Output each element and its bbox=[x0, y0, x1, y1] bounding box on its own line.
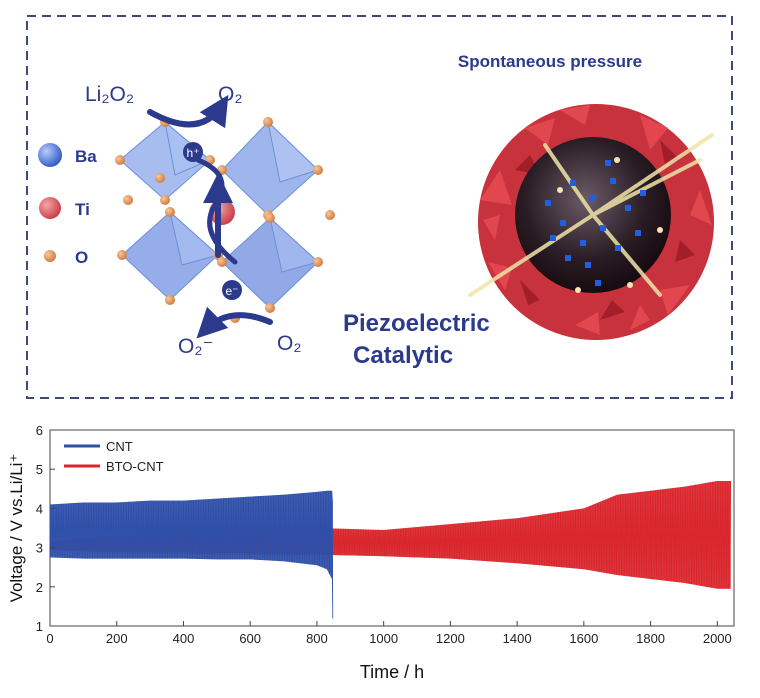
ti-atom-icon bbox=[39, 197, 61, 219]
caption-line-2: Catalytic bbox=[353, 342, 453, 369]
ti-label: Ti bbox=[75, 200, 90, 219]
legend-label-bto-cnt: BTO-CNT bbox=[106, 459, 164, 474]
charge-flow bbox=[147, 94, 273, 339]
reactant-label: Li₂O₂ bbox=[85, 83, 134, 106]
electron-marker bbox=[222, 280, 242, 300]
x-tick-label: 1800 bbox=[636, 631, 665, 646]
y-tick-label: 5 bbox=[36, 462, 43, 477]
y-tick-label: 4 bbox=[36, 501, 43, 516]
x-tick-label: 1200 bbox=[436, 631, 465, 646]
x-tick-label: 1600 bbox=[569, 631, 598, 646]
series-cnt bbox=[49, 490, 334, 626]
series-layer bbox=[49, 480, 732, 626]
mechanism-schematic: Ba Ti O h⁺ e⁻ Li₂O₂ bbox=[26, 15, 733, 399]
y-tick-label: 1 bbox=[36, 619, 43, 634]
y-tick-label: 2 bbox=[36, 580, 43, 595]
ba-label: Ba bbox=[75, 147, 97, 166]
hole-label: h⁺ bbox=[186, 146, 199, 160]
chart-legend: CNT BTO-CNT bbox=[64, 439, 164, 474]
voltage-time-chart: 0 200 400 600 800 1000 1200 1400 1600 1800 2000 1 2 3… bbox=[7, 423, 735, 682]
spontaneous-pressure-title: Spontaneous pressure bbox=[458, 52, 642, 71]
electron-label: e⁻ bbox=[225, 284, 238, 298]
y-tick-label: 3 bbox=[36, 541, 43, 556]
x-axis-title: Time / h bbox=[360, 662, 424, 682]
x-tick-label: 1000 bbox=[369, 631, 398, 646]
y-tick-label: 6 bbox=[36, 423, 43, 438]
o-label: O bbox=[75, 248, 88, 267]
x-tick-label: 800 bbox=[306, 631, 328, 646]
series-trace bbox=[49, 490, 334, 619]
tick-layer: 0 200 400 600 800 1000 1200 1400 1600 1800 2000 1 2 3… bbox=[36, 423, 732, 646]
x-tick-label: 600 bbox=[239, 631, 261, 646]
product-bottom-label: O₂⁻ bbox=[178, 335, 214, 358]
y-axis-title: Voltage / V vs.Li/Li⁺ bbox=[7, 454, 26, 603]
perovskite-lattice bbox=[115, 117, 335, 323]
x-tick-label: 2000 bbox=[703, 631, 732, 646]
atom-legend: Ba Ti O bbox=[38, 143, 97, 267]
ba-atom-icon bbox=[38, 143, 62, 167]
caption-line-1: Piezoelectric bbox=[343, 310, 490, 337]
legend-label-cnt: CNT bbox=[106, 439, 133, 454]
particle-illustration bbox=[468, 104, 714, 340]
o-atom-icon bbox=[44, 250, 56, 262]
x-tick-label: 0 bbox=[46, 631, 53, 646]
reactant-bottom-label: O₂ bbox=[277, 332, 302, 355]
x-tick-label: 400 bbox=[173, 631, 195, 646]
dashed-frame bbox=[26, 15, 733, 399]
x-tick-label: 1400 bbox=[503, 631, 532, 646]
hole-marker bbox=[183, 142, 203, 162]
product-top-label: O₂ bbox=[218, 83, 243, 106]
x-tick-label: 200 bbox=[106, 631, 128, 646]
